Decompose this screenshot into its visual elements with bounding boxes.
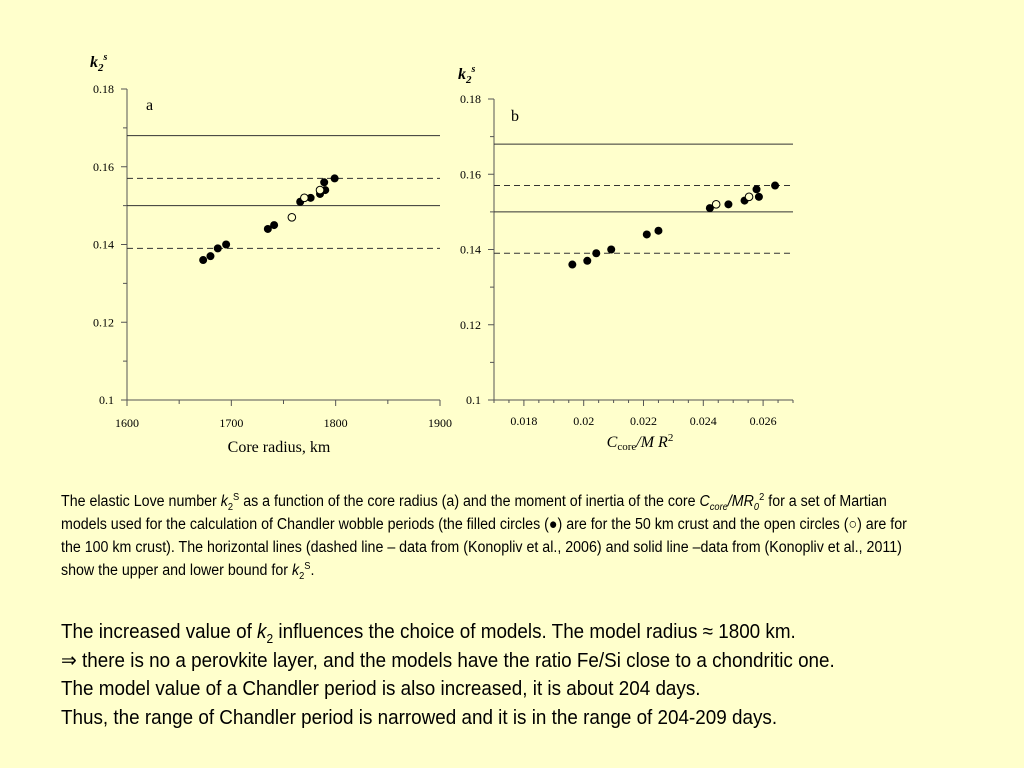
x-tick-label: 1900	[428, 416, 452, 430]
panel-a-letter: a	[146, 97, 153, 114]
open-data-point	[711, 200, 721, 209]
x-tick-label: 0.026	[750, 414, 777, 428]
filled-data-point	[320, 178, 329, 187]
filled-data-point	[642, 230, 651, 239]
panel-b-y-label: k2s	[458, 64, 476, 86]
panel-b-tick-labels: 0.1 0.12 0.14 0.16 0.18 0.018 0.02 0.022 0.024 0.…	[460, 92, 777, 428]
open-data-point	[315, 185, 325, 195]
filled-data-point	[583, 256, 592, 265]
y-tick-label: 0.12	[93, 315, 114, 329]
panel-b-x-label: Ccore/M R2	[607, 432, 674, 453]
panel-b-axes	[488, 98, 794, 406]
panel-b-reference-lines	[494, 143, 793, 254]
panel-a-tick-labels: 0.1 0.12 0.14 0.16 0.18 1600 1700 1800 1900	[93, 82, 452, 430]
y-tick-label: 0.12	[460, 318, 481, 332]
x-tick-label: 0.018	[510, 414, 537, 428]
x-tick-label: 0.022	[630, 414, 657, 428]
filled-data-point	[771, 181, 780, 190]
panel-b: k2s b 0.10.120.140.160.180.018 0.02 0.022 0…	[458, 64, 794, 453]
y-tick-label: 0.1	[99, 393, 114, 407]
filled-data-point	[592, 249, 601, 258]
figure-caption: The elastic Love number k2S as a functio…	[61, 491, 907, 583]
panel-a-points	[199, 174, 339, 265]
panel-a-y-label: k2s	[90, 52, 108, 74]
filled-data-point	[306, 193, 315, 202]
y-tick-label: 0.1	[466, 393, 481, 407]
filled-data-point	[654, 226, 663, 235]
conclusion-line-1: The increased value of k2 influences the…	[61, 620, 796, 647]
conclusion-line-3: The model value of a Chandler period is …	[61, 677, 701, 700]
open-data-point	[744, 192, 754, 202]
x-tick-label: 0.024	[690, 414, 717, 428]
filled-data-point	[330, 174, 339, 183]
open-circle-glyph: ○	[848, 516, 858, 533]
filled-data-point	[213, 244, 222, 253]
y-tick-label: 0.18	[93, 82, 114, 96]
y-tick-label: 0.14	[93, 238, 114, 252]
panel-a-axes	[121, 88, 441, 406]
conclusion-line-2: ⇒ there is no a perovkite layer, and the…	[61, 648, 835, 672]
panel-a-x-label: Core radius, km	[228, 439, 331, 456]
x-tick-label: 0.02	[573, 414, 594, 428]
panel-b-letter: b	[511, 108, 519, 125]
open-data-point	[300, 193, 309, 203]
conclusion-line-4: Thus, the range of Chandler period is na…	[61, 705, 778, 729]
panel-a-reference-lines	[127, 135, 440, 249]
filled-data-point	[222, 240, 231, 249]
y-tick-label: 0.14	[460, 243, 481, 257]
panel-a: k2s a 0.1 0.12 0.14 0.16 0.18 1600 1700 1800 190…	[90, 52, 452, 456]
filled-data-point	[270, 221, 279, 230]
filled-data-point	[607, 245, 616, 254]
x-tick-label: 1800	[324, 416, 348, 430]
filled-data-point	[752, 185, 761, 194]
filled-data-point	[568, 260, 577, 269]
filled-data-point	[263, 224, 272, 233]
filled-circle-glyph: ●	[548, 516, 558, 533]
x-tick-label: 1600	[115, 416, 139, 430]
y-tick-label: 0.16	[93, 160, 114, 174]
filled-data-point	[754, 192, 763, 201]
panel-b-points	[568, 181, 780, 269]
filled-data-point	[724, 200, 733, 209]
filled-data-point	[705, 204, 714, 213]
filled-data-point	[206, 252, 215, 261]
y-tick-label: 0.18	[460, 92, 481, 106]
y-tick-label: 0.16	[460, 167, 481, 181]
charts: k2s a 0.1 0.12 0.14 0.16 0.18 1600 1700 1800 190…	[90, 52, 794, 456]
open-data-point	[287, 212, 297, 222]
conclusions-text: The increased value of k2 influences the…	[61, 618, 944, 732]
x-tick-label: 1700	[219, 416, 243, 430]
filled-data-point	[199, 256, 208, 265]
